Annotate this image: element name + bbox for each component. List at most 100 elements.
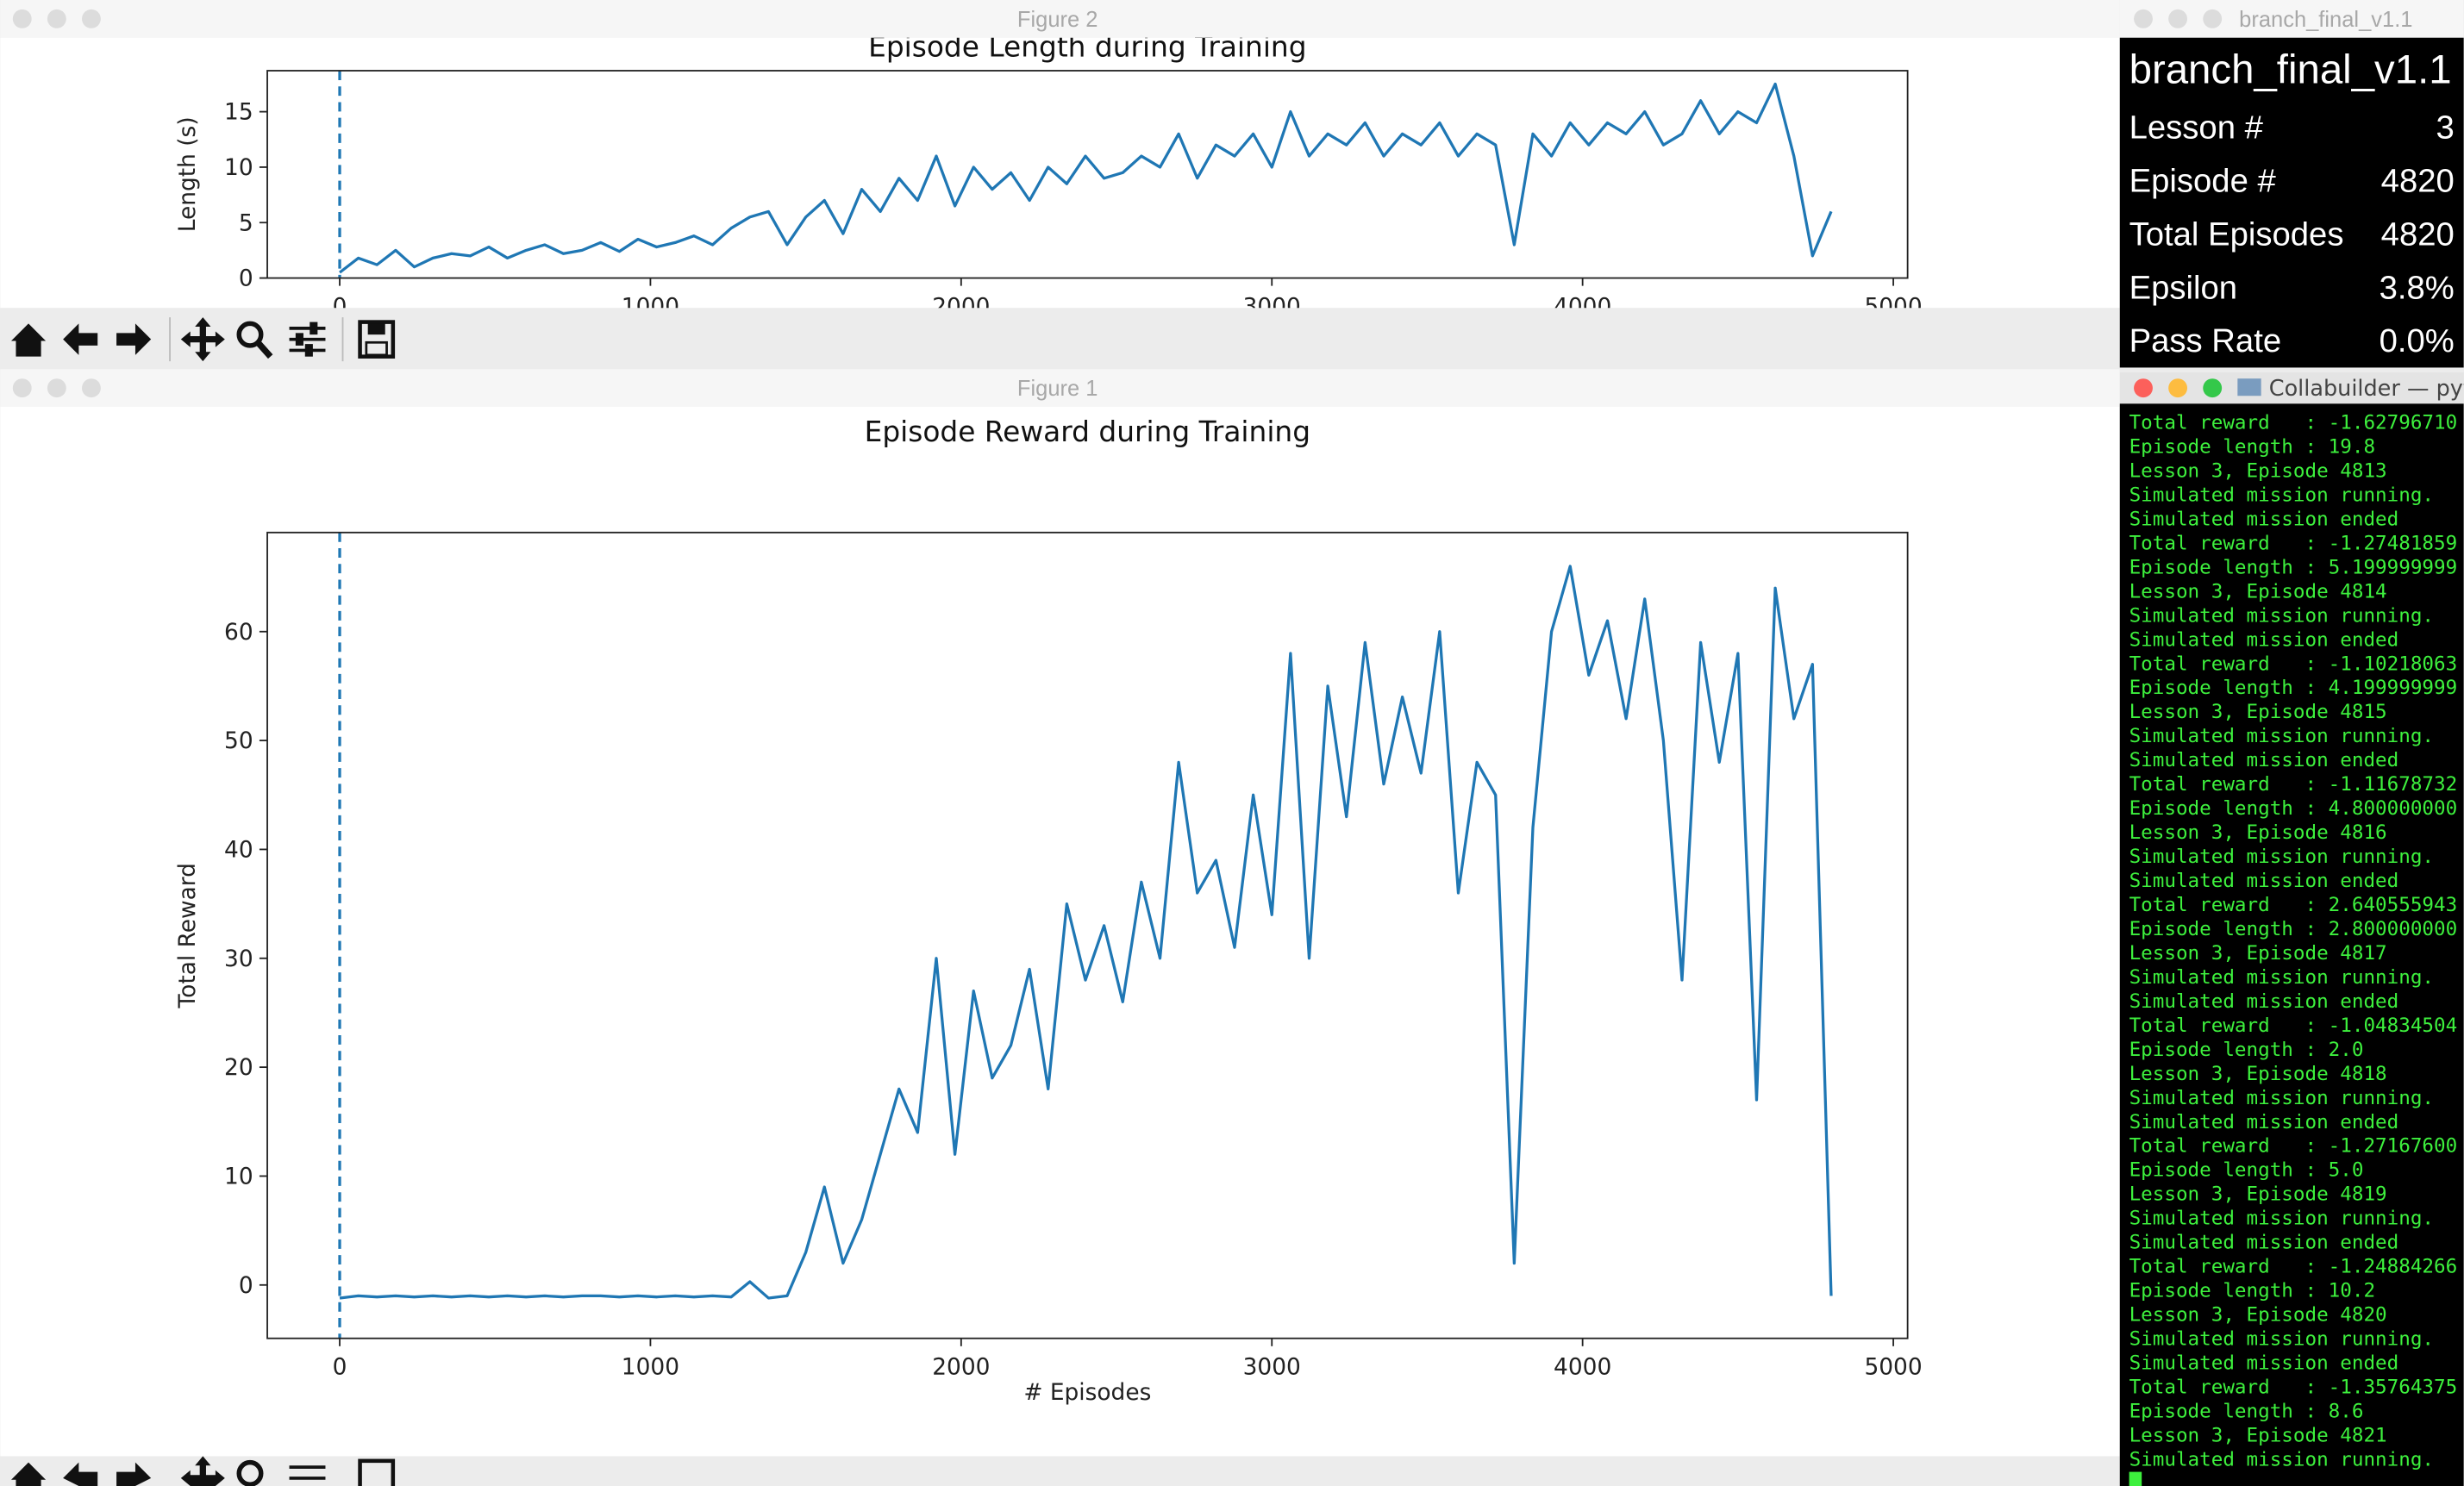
- pan-button[interactable]: [180, 317, 225, 362]
- forward-button[interactable]: [116, 323, 152, 355]
- data-line: [339, 82, 1833, 274]
- save-button[interactable]: [358, 320, 396, 359]
- title-bar: [0, 0, 2120, 38]
- info-label: Lesson #: [2129, 109, 2264, 146]
- window-title: Collabuilder — pyth: [2269, 376, 2464, 402]
- terminal-line: Lesson 3, Episode 4815: [2129, 701, 2387, 723]
- terminal-line: Simulated mission ended: [2129, 628, 2399, 651]
- terminal-line: Total reward : -1.10218063: [2129, 652, 2458, 675]
- terminal-line: Simulated mission running.: [2129, 1448, 2434, 1470]
- terminal-line: Total reward : -1.11678732: [2129, 773, 2458, 796]
- y-tick-label: 5: [239, 209, 253, 236]
- info-value: 3: [2436, 109, 2455, 146]
- home-button[interactable]: [10, 1462, 47, 1486]
- x-tick-label: 2000: [932, 293, 990, 320]
- terminal-line: Lesson 3, Episode 4821: [2129, 1424, 2387, 1446]
- x-tick-label: 0: [333, 293, 347, 320]
- terminal-line: Total reward : -1.62796710: [2129, 412, 2458, 434]
- terminal-line: Episode length : 4.800000000: [2129, 797, 2458, 820]
- window-buttons[interactable]: [2134, 9, 2223, 28]
- window-title: Figure 1: [1017, 377, 1098, 401]
- terminal-line: Simulated mission running.: [2129, 1208, 2434, 1230]
- terminal-line: Episode length : 5.199999999: [2129, 556, 2458, 578]
- y-tick-label: 60: [224, 619, 253, 646]
- y-tick-label: 0: [239, 265, 253, 292]
- info-label: Total Episodes: [2129, 215, 2344, 253]
- home-button[interactable]: [10, 323, 47, 357]
- zoom-button[interactable]: [236, 321, 273, 359]
- terminal-line: Episode length : 2.800000000: [2129, 918, 2458, 940]
- terminal-line: Simulated mission running.: [2129, 1328, 2434, 1351]
- close-button[interactable]: [2134, 378, 2153, 398]
- forward-button[interactable]: [116, 1462, 152, 1486]
- axes-frame: [266, 70, 1909, 279]
- info-value: 4820: [2381, 162, 2455, 199]
- terminal-line: Total reward : -1.24884266: [2129, 1256, 2458, 1278]
- terminal-line: Episode length : 5.0: [2129, 1159, 2364, 1182]
- pan-button[interactable]: [180, 1456, 225, 1486]
- info-label: Epsilon: [2129, 269, 2238, 306]
- y-tick-label: 30: [224, 946, 253, 972]
- title-bar: [0, 369, 2120, 408]
- window-title: branch_final_v1.1: [2239, 8, 2412, 32]
- configure-button[interactable]: [289, 1465, 326, 1480]
- x-tick-label: 0: [333, 1354, 347, 1381]
- terminal-line: Lesson 3, Episode 4816: [2129, 821, 2387, 844]
- y-axis-label: Total Reward: [174, 863, 201, 1008]
- minimize-button[interactable]: [2168, 378, 2188, 398]
- y-tick-label: 40: [224, 837, 253, 864]
- y-tick-label: 0: [239, 1272, 253, 1299]
- save-button[interactable]: [358, 1458, 396, 1486]
- zoom-window-button[interactable]: [2203, 378, 2223, 398]
- terminal-line: Lesson 3, Episode 4814: [2129, 580, 2387, 603]
- terminal-line: Episode length : 2.0: [2129, 1039, 2364, 1061]
- info-value: 0.0%: [2380, 322, 2455, 359]
- y-tick-label: 15: [224, 99, 253, 126]
- y-tick-label: 20: [224, 1054, 253, 1081]
- chart-title: Episode Length during Training: [868, 31, 1306, 64]
- back-button[interactable]: [63, 323, 98, 355]
- x-tick-label: 1000: [622, 293, 679, 320]
- x-tick-label: 1000: [622, 1354, 679, 1381]
- x-tick-label: 4000: [1554, 293, 1611, 320]
- data-line: [339, 565, 1833, 1300]
- terminal-line: Simulated mission running.: [2129, 604, 2434, 627]
- terminal-line: Simulated mission running.: [2129, 1087, 2434, 1109]
- x-tick-label: 3000: [1243, 293, 1301, 320]
- info-rows: Lesson # 3 Episode # 4820 Total Episodes 4820…: [2129, 109, 2455, 359]
- terminal-line: Lesson 3, Episode 4817: [2129, 942, 2387, 965]
- terminal-line: Episode length : 19.8: [2129, 435, 2375, 458]
- zoom-button[interactable]: [236, 1459, 264, 1486]
- terminal-line: Total reward : -1.27167600: [2129, 1135, 2458, 1158]
- terminal-line: Total reward : -1.27481859: [2129, 532, 2458, 554]
- window-buttons[interactable]: [12, 9, 101, 28]
- terminal-line: Episode length : 8.6: [2129, 1400, 2364, 1422]
- terminal-line: Simulated mission ended: [2129, 1352, 2399, 1375]
- terminal-line: Simulated mission ended: [2129, 749, 2399, 771]
- configure-button[interactable]: [289, 322, 326, 357]
- x-axis-label: # Episodes: [1023, 1379, 1151, 1406]
- info-label: Episode #: [2129, 162, 2277, 199]
- terminal-line: Total reward : -1.35764375: [2129, 1376, 2458, 1398]
- info-value: 3.8%: [2380, 269, 2455, 306]
- info-window: branch_final_v1.1 branch_final_v1.1 Less…: [2119, 0, 2464, 368]
- terminal-line: Simulated mission running.: [2129, 484, 2434, 506]
- back-button[interactable]: [63, 1462, 98, 1486]
- info-body: [2119, 37, 2464, 368]
- info-label: Pass Rate: [2129, 322, 2282, 359]
- toolbar: [10, 1456, 396, 1486]
- terminal-window: Collabuilder — pyth Total reward : -1.62…: [2119, 372, 2464, 1486]
- y-tick-label: 10: [224, 154, 253, 181]
- terminal-line: Simulated mission ended: [2129, 870, 2399, 892]
- x-tick-label: 5000: [1864, 1354, 1922, 1381]
- terminal-line: Episode length : 4.199999999: [2129, 677, 2458, 699]
- terminal-body: [2119, 403, 2464, 1486]
- window-buttons[interactable]: [12, 378, 101, 398]
- terminal-line: Total reward : -1.04834504: [2129, 1015, 2458, 1037]
- x-tick-label: 2000: [932, 1354, 990, 1381]
- chart-reward: Episode Reward during Training Total Rewa…: [174, 415, 1922, 1406]
- chart-title: Episode Reward during Training: [865, 415, 1310, 448]
